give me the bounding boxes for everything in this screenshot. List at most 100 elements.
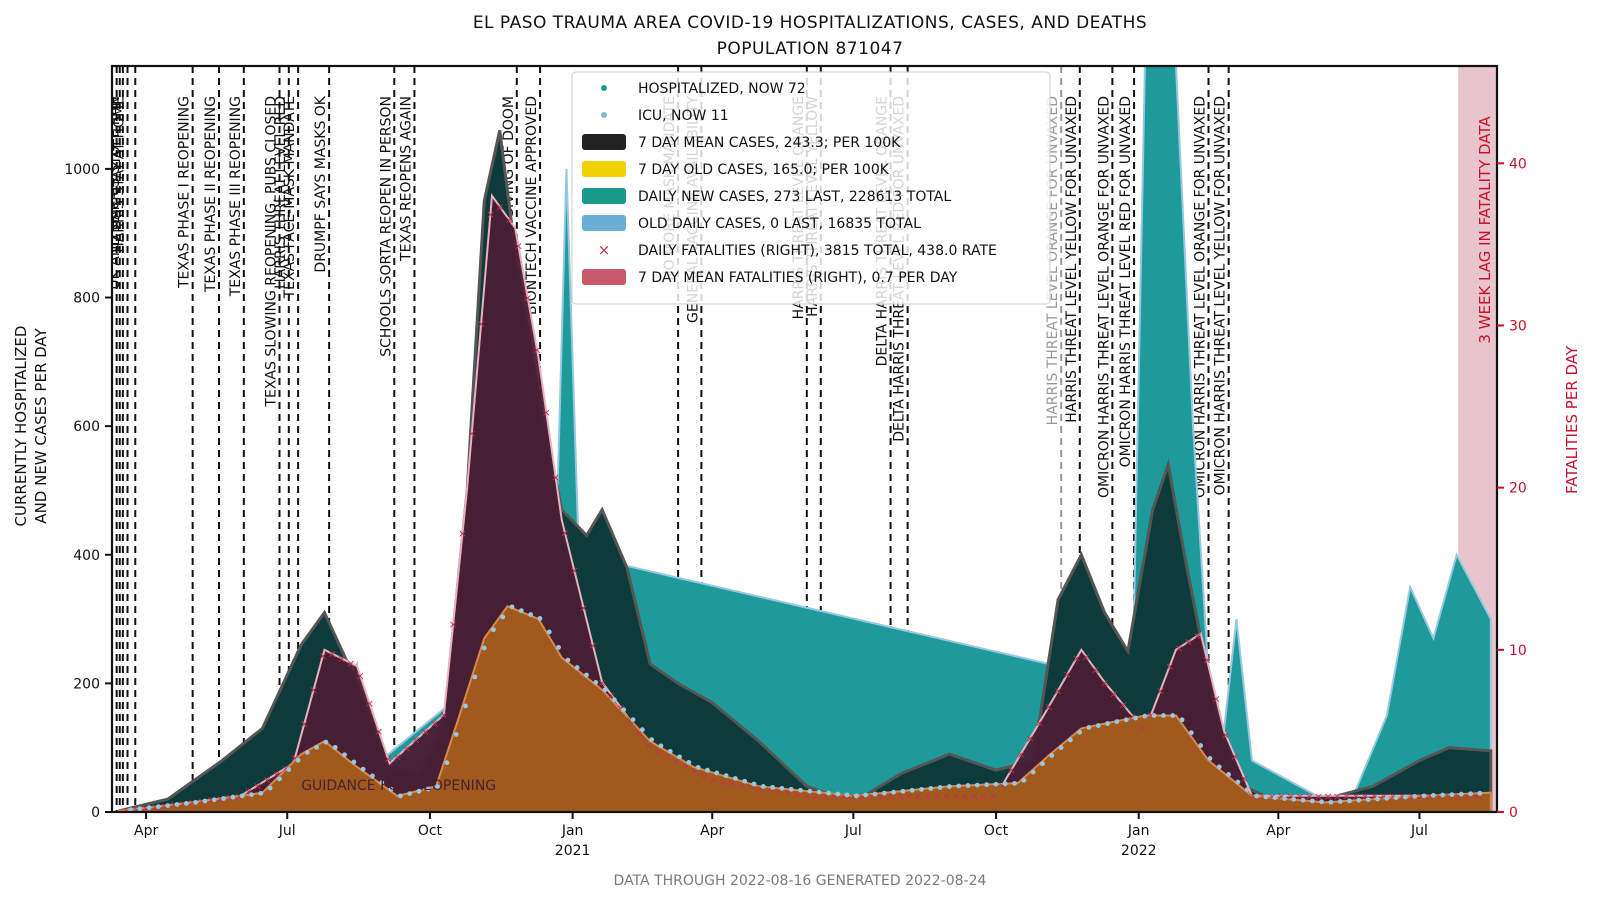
fatality-marker: × (1444, 790, 1453, 803)
icu-marker (500, 614, 506, 620)
icu-marker (1179, 717, 1185, 723)
legend-swatch (582, 161, 626, 177)
fatality-marker: × (1463, 790, 1472, 803)
icu-marker (146, 805, 152, 811)
fatality-marker: × (532, 343, 541, 356)
fatality-marker: × (290, 752, 299, 765)
fatality-marker: × (411, 734, 420, 747)
icu-marker (435, 784, 440, 790)
icu-marker (649, 737, 655, 742)
fatality-marker: × (988, 790, 997, 803)
icu-marker (453, 731, 459, 737)
fatality-marker: × (672, 755, 681, 768)
fatality-marker: × (1277, 790, 1286, 803)
fatality-marker: × (1044, 701, 1053, 714)
event-label: OMICRON HARRIS THREAT LEVEL ORANGE FOR U… (1096, 96, 1112, 498)
icu-marker (584, 672, 589, 678)
event-label: TEXAS PHASE II REOPENING (203, 96, 219, 293)
fatality-marker: × (821, 790, 830, 803)
fatality-marker: × (486, 208, 495, 221)
icu-marker (193, 799, 199, 805)
fatality-marker: × (1258, 790, 1267, 803)
fatality-marker: × (449, 618, 458, 631)
fatality-marker: × (142, 802, 151, 815)
fatality-marker: × (365, 697, 374, 710)
icu-marker (1133, 715, 1138, 721)
icu-marker (1347, 798, 1352, 804)
legend-box (571, 71, 1051, 305)
fatality-marker: × (635, 726, 644, 739)
event-label: SCHOOLS SORTA REOPEN IN PERSON (378, 96, 394, 357)
icu-marker (1291, 796, 1297, 802)
markers-layer: × × × × × × × × × × × × × × × × × ××××× × × ××××× ×××××××××××… (123, 201, 1483, 818)
icu-marker (1421, 793, 1427, 799)
fatality-marker: × (905, 790, 914, 803)
icu-marker (1114, 719, 1120, 725)
fatality-marker: × (1221, 729, 1230, 742)
fatality-marker: × (346, 657, 355, 670)
event-label: TEXAS PHASE III REOPENING (228, 96, 244, 297)
icu-marker (249, 792, 254, 798)
fatality-marker: × (644, 739, 653, 752)
fatality-marker: × (765, 783, 774, 796)
fatality-marker: × (514, 239, 523, 252)
icu-marker (621, 707, 627, 713)
icu-marker (518, 608, 524, 614)
icu-marker (1216, 764, 1222, 770)
icu-marker (612, 697, 617, 703)
icu-marker (397, 793, 403, 799)
y2-tick-label: 30 (1509, 318, 1527, 334)
fatality-marker: × (1081, 650, 1090, 663)
icu-marker (1002, 781, 1008, 787)
icu-marker (128, 807, 133, 812)
legend-label: 7 DAY MEAN FATALITIES (RIGHT), 0.7 PER D… (638, 270, 958, 286)
icu-marker (1468, 791, 1473, 797)
fatality-marker: × (244, 785, 253, 798)
fatality-marker: × (979, 790, 988, 803)
icu-marker (1375, 796, 1380, 802)
fatality-marker: × (421, 725, 430, 738)
fatality-marker: × (402, 742, 411, 755)
icu-marker (1067, 737, 1073, 743)
icu-marker (881, 790, 887, 796)
fatality-marker: × (1398, 790, 1407, 803)
icu-marker (1402, 794, 1408, 800)
fatality-marker: × (607, 689, 616, 702)
icu-marker (974, 782, 980, 788)
fatality-marker: × (123, 805, 132, 818)
icu-marker (1207, 756, 1213, 761)
x-tick-label: Jan (1127, 823, 1150, 839)
fatality-marker: × (207, 794, 216, 807)
icu-marker (165, 803, 171, 808)
y2-tick-label: 20 (1509, 481, 1527, 497)
legend-swatch: × (598, 241, 611, 259)
icu-marker (1477, 790, 1483, 796)
fatality-marker: × (1026, 732, 1035, 745)
fatality-marker: × (653, 745, 662, 758)
icu-marker (1226, 772, 1231, 777)
icu-marker (416, 788, 422, 794)
icu-marker (788, 786, 794, 792)
icu-marker (928, 786, 934, 791)
fatality-marker: × (132, 804, 141, 817)
y-axis-label-line1: CURRENTLY HOSPITALIZED (12, 326, 30, 527)
fatality-marker: × (877, 790, 886, 803)
icu-marker (1188, 730, 1194, 736)
fatality-marker: × (1416, 790, 1425, 803)
fatality-marker: × (942, 790, 951, 803)
icu-marker (239, 793, 245, 799)
icu-marker (891, 789, 896, 795)
y-tick-label: 400 (73, 548, 100, 564)
icu-marker (1365, 797, 1371, 803)
fatality-marker: × (960, 790, 969, 803)
icu-marker (1309, 798, 1315, 804)
icu-marker (556, 644, 561, 650)
event-label: HARRIS THREAT LEVEL RED (273, 96, 289, 289)
fatality-marker: × (1351, 790, 1360, 803)
event-label: OMICRON HARRIS THREAT LEVEL YELLOW FOR U… (1213, 96, 1229, 495)
legend-label: HOSPITALIZED, NOW 72 (638, 81, 806, 97)
fatality-marker: × (830, 790, 839, 803)
y-tick-label: 600 (73, 419, 100, 435)
icu-marker (1151, 713, 1157, 718)
